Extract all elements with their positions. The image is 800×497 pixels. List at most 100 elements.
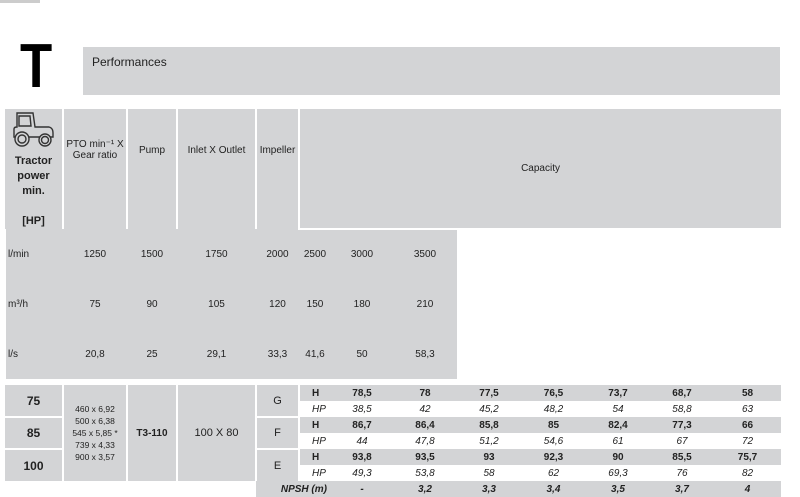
section-banner: Performances — [83, 47, 780, 95]
section-letter: T — [20, 32, 53, 101]
pto-ratio: 900 x 3,57 — [75, 452, 115, 462]
row-label-h: H — [298, 417, 331, 433]
value-hp: 54,6 — [543, 435, 564, 447]
capacity-row: m³/h 75 90 105 120 150 180 210 — [4, 279, 781, 329]
capacity-value: 75 — [63, 279, 127, 329]
npsh-value: 4 — [714, 481, 782, 497]
value-hp: 63 — [741, 403, 754, 415]
capacity-value: 41,6 — [299, 329, 331, 379]
impeller-row-h: 75 460 x 6,92 500 x 6,38 545 x 5,85 * 739 x … — [5, 385, 782, 481]
npsh-value: 3,4 — [521, 481, 586, 497]
value-h: 66 — [714, 417, 782, 433]
impeller-name: F — [255, 416, 299, 449]
value-hp: 58 — [483, 467, 495, 479]
npsh-value: 3,3 — [457, 481, 521, 497]
section-title: Performances — [92, 55, 167, 69]
capacity-value: 120 — [256, 279, 299, 329]
capacity-value: 33,3 — [256, 329, 299, 379]
tractor-power: 100 — [5, 448, 63, 481]
capacity-value: 58,3 — [393, 329, 457, 379]
value-hp: 44 — [356, 435, 368, 447]
top-mark — [0, 0, 40, 3]
capacity-value: 1250 — [63, 229, 127, 279]
value-h: 90 — [586, 449, 650, 465]
capacity-value: 1750 — [177, 229, 256, 279]
value-h: 77,3 — [650, 417, 714, 433]
npsh-value: 3,7 — [650, 481, 714, 497]
value-h: 85,8 — [457, 417, 521, 433]
pto-ratio: 545 x 5,85 * — [72, 428, 118, 438]
capacity-value: 3000 — [331, 229, 393, 279]
power-label: power — [17, 170, 50, 182]
tractor-power-header: Tractor power min. [HP] — [5, 109, 63, 229]
pump-model: T3-110 — [126, 385, 177, 481]
value-h: 92,3 — [521, 449, 586, 465]
npsh-row: NPSH (m) -3,2 3,3 3,4 3,5 3,7 4 — [5, 481, 782, 497]
value-h: 73,7 — [586, 385, 650, 401]
capacity-unit: m³/h — [4, 279, 63, 329]
value-hp: 38,5 — [352, 403, 372, 415]
capacity-value: 20,8 — [63, 329, 127, 379]
value-hp: 72 — [741, 435, 754, 447]
value-hp: 53,8 — [415, 467, 435, 479]
capacity-value: 2000 — [256, 229, 299, 279]
hp-unit-label: [HP] — [22, 215, 45, 227]
pump-header: Pump — [126, 109, 177, 229]
npsh-value: 3,5 — [586, 481, 650, 497]
performance-table: Tractor power min. [HP] PTO min⁻¹ X Gear… — [4, 109, 782, 497]
value-hp: 76 — [676, 467, 688, 479]
value-hp: 47,8 — [415, 435, 435, 447]
tractor-power: 85 — [5, 416, 63, 449]
impeller-header: Impeller — [255, 109, 299, 229]
impeller-row-hp: HP 38,5 42 45,2 48,2 54 58,8 63 — [5, 401, 781, 417]
capacity-value: 3500 — [393, 229, 457, 279]
value-h: 77,5 — [457, 385, 521, 401]
pto-header: PTO min⁻¹ X Gear ratio — [62, 109, 127, 229]
pto-ratios: 460 x 6,92 500 x 6,38 545 x 5,85 * 739 x 4,… — [62, 385, 127, 481]
value-h: 78 — [393, 385, 457, 401]
capacity-value: 150 — [299, 279, 331, 329]
min-label: min. — [22, 185, 45, 197]
pto-ratio: 460 x 6,92 — [75, 404, 115, 414]
capacity-value: 105 — [177, 279, 256, 329]
capacity-value: 2500 — [299, 229, 331, 279]
npsh-value: 3,2 — [393, 481, 457, 497]
row-label-hp: HP — [298, 465, 331, 481]
value-h: 68,7 — [650, 385, 714, 401]
impeller-name: E — [255, 448, 299, 481]
capacity-value: 90 — [127, 279, 177, 329]
impeller-name: G — [255, 385, 299, 417]
value-hp: 51,2 — [479, 435, 499, 447]
value-hp: 58,8 — [672, 403, 692, 415]
tractor-icon — [12, 112, 54, 147]
value-h: 58 — [714, 385, 782, 401]
capacity-row: l/s 20,8 25 29,1 33,3 41,6 50 58,3 — [4, 329, 781, 379]
value-h: 86,7 — [331, 417, 393, 433]
pto-ratio: 500 x 6,38 — [75, 416, 115, 426]
pto-ratio: 739 x 4,33 — [75, 440, 115, 450]
row-label-hp: HP — [298, 401, 331, 417]
capacity-value: 1500 — [127, 229, 177, 279]
value-h: 78,5 — [331, 385, 393, 401]
row-label-h: H — [298, 449, 331, 465]
inlet-outlet-size: 100 X 80 — [176, 385, 256, 481]
value-hp: 48,2 — [543, 403, 564, 415]
tractor-power: 75 — [5, 385, 63, 417]
value-h: 93 — [457, 449, 521, 465]
value-hp: 42 — [419, 403, 431, 415]
capacity-unit: l/min — [4, 229, 63, 279]
value-hp: 69,3 — [608, 467, 628, 479]
value-h: 93,5 — [393, 449, 457, 465]
value-hp: 54 — [612, 403, 624, 415]
value-hp: 82 — [741, 467, 754, 479]
npsh-spacer — [5, 481, 256, 497]
capacity-unit: l/s — [4, 329, 63, 379]
value-h: 85,5 — [650, 449, 714, 465]
inlet-outlet-header: Inlet X Outlet — [176, 109, 256, 229]
capacity-value: 210 — [393, 279, 457, 329]
value-hp: 45,2 — [479, 403, 499, 415]
value-hp: 49,3 — [352, 467, 372, 479]
value-h: 85 — [521, 417, 586, 433]
capacity-row: l/min 1250 1500 1750 2000 2500 3000 3500 — [4, 229, 781, 279]
value-h: 93,8 — [331, 449, 393, 465]
